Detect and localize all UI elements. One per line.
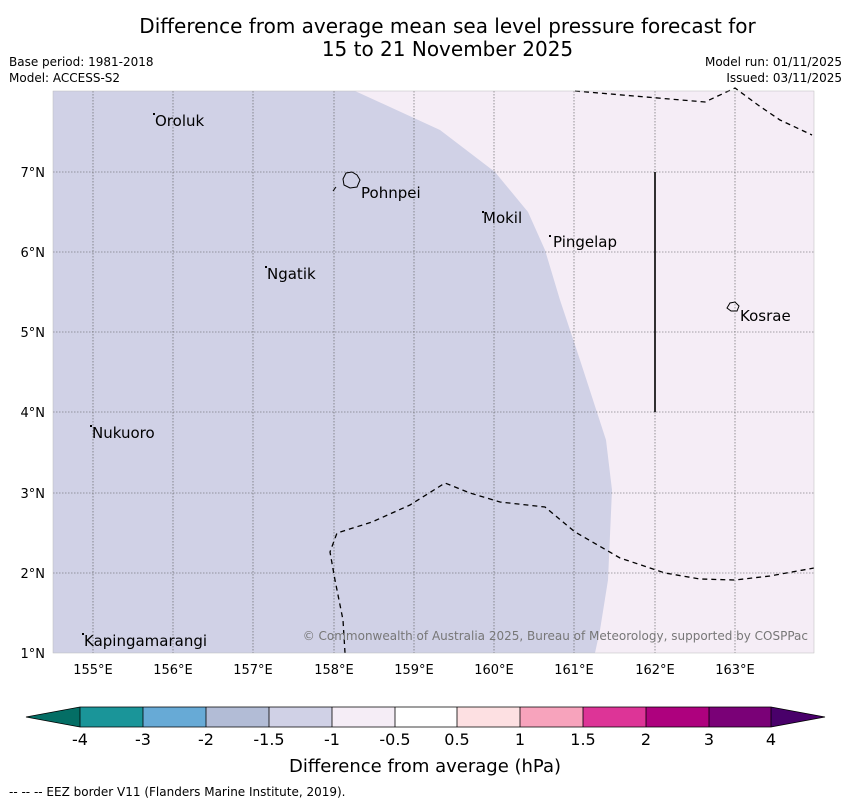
lon-label: 159°E — [394, 663, 434, 678]
place-label-ngatik: Ngatik — [267, 265, 316, 283]
colorbar-extend-high — [771, 707, 825, 727]
lat-label: 7°N — [21, 166, 46, 181]
colorbar-tick: -2 — [198, 730, 214, 749]
lon-label: 158°E — [314, 663, 354, 678]
footer-eez-note: -- -- -- EEZ border V11 (Flanders Marine… — [9, 785, 346, 799]
copyright-text: © Commonwealth of Australia 2025, Bureau… — [303, 629, 808, 643]
colorbar-segment — [583, 707, 646, 727]
lon-label: 157°E — [233, 663, 273, 678]
eez-borders — [329, 87, 815, 654]
colorbar-segment — [646, 707, 709, 727]
colorbar-segment — [206, 707, 269, 727]
place-label-mokil: Mokil — [483, 209, 522, 227]
place-label-pohnpei: Pohnpei — [361, 184, 421, 202]
pressure-anomaly-region — [53, 91, 612, 653]
colorbar-segment — [520, 707, 583, 727]
colorbar-tick: 0.5 — [444, 730, 469, 749]
base-period-text: Base period: 1981-2018 — [9, 55, 154, 69]
lat-label: 5°N — [21, 326, 46, 341]
lon-label: 155°E — [73, 663, 113, 678]
lat-label: 4°N — [21, 406, 46, 421]
pohnpei-reef-mark — [332, 186, 337, 192]
colorbar-tick: 1 — [515, 730, 525, 749]
colorbar-tick: -1 — [324, 730, 340, 749]
lon-label: 160°E — [474, 663, 514, 678]
colorbar-segment — [80, 707, 143, 727]
atoll-markers — [82, 113, 551, 635]
model-text: Model: ACCESS-S2 — [9, 71, 121, 85]
colorbar-tick: -1.5 — [253, 730, 284, 749]
colorbar-label: Difference from average (hPa) — [289, 756, 561, 777]
lon-label: 162°E — [635, 663, 675, 678]
gridlines — [53, 91, 814, 653]
colorbar-dividers — [79, 707, 772, 727]
kosrae-island-outline — [726, 301, 740, 312]
colorbar-segment — [269, 707, 332, 727]
colorbar-segment — [709, 707, 771, 727]
colorbar: -4 -3 -2 -1.5 -1 -0.5 0.5 1 1.5 2 3 4 Di… — [25, 706, 826, 777]
map-frame — [52, 90, 815, 654]
place-label-nukuoro: Nukuoro — [92, 424, 155, 442]
place-labels: Oroluk Pohnpei Mokil Pingelap Ngatik Kos… — [84, 112, 791, 650]
colorbar-extend-low — [26, 707, 80, 727]
lat-label: 2°N — [21, 567, 46, 582]
lon-label: 163°E — [715, 663, 755, 678]
lon-axis: 155°E 156°E 157°E 158°E 159°E 160°E 161°… — [73, 663, 755, 678]
place-label-pingelap: Pingelap — [553, 233, 617, 251]
model-run-text: Model run: 01/11/2025 — [704, 55, 842, 69]
lon-label: 156°E — [153, 663, 193, 678]
colorbar-tick: 4 — [766, 730, 776, 749]
colorbar-segment — [143, 707, 206, 727]
colorbar-tick: 2 — [641, 730, 651, 749]
title-line-2: 15 to 21 November 2025 — [321, 37, 574, 61]
lat-label: 1°N — [21, 647, 46, 662]
meta-left: Base period: 1981-2018 Model: ACCESS-S2 — [9, 54, 154, 86]
colorbar-tick: -4 — [72, 730, 88, 749]
colorbar-tick: 1.5 — [570, 730, 595, 749]
colorbar-ticks: -4 -3 -2 -1.5 -1 -0.5 0.5 1 1.5 2 3 4 — [72, 730, 776, 749]
meta-right: Model run: 01/11/2025 Issued: 03/11/2025 — [705, 54, 842, 86]
place-label-oroluk: Oroluk — [155, 112, 204, 130]
lat-label: 6°N — [21, 246, 46, 261]
colorbar-tick: -0.5 — [379, 730, 410, 749]
place-label-kosrae: Kosrae — [740, 307, 791, 325]
title-line-1: Difference from average mean sea level p… — [139, 14, 756, 38]
colorbar-segment — [395, 707, 457, 727]
lat-label: 3°N — [21, 487, 46, 502]
colorbar-segment — [457, 707, 520, 727]
issued-text: Issued: 03/11/2025 — [726, 71, 842, 85]
pohnpei-island-outline — [342, 171, 361, 189]
colorbar-tick: -3 — [135, 730, 151, 749]
colorbar-tick: 3 — [704, 730, 714, 749]
lat-axis: 1°N 2°N 3°N 4°N 5°N 6°N 7°N — [21, 166, 46, 662]
lon-label: 161°E — [554, 663, 594, 678]
colorbar-segment — [332, 707, 395, 727]
place-label-kapingamarangi: Kapingamarangi — [84, 632, 207, 650]
